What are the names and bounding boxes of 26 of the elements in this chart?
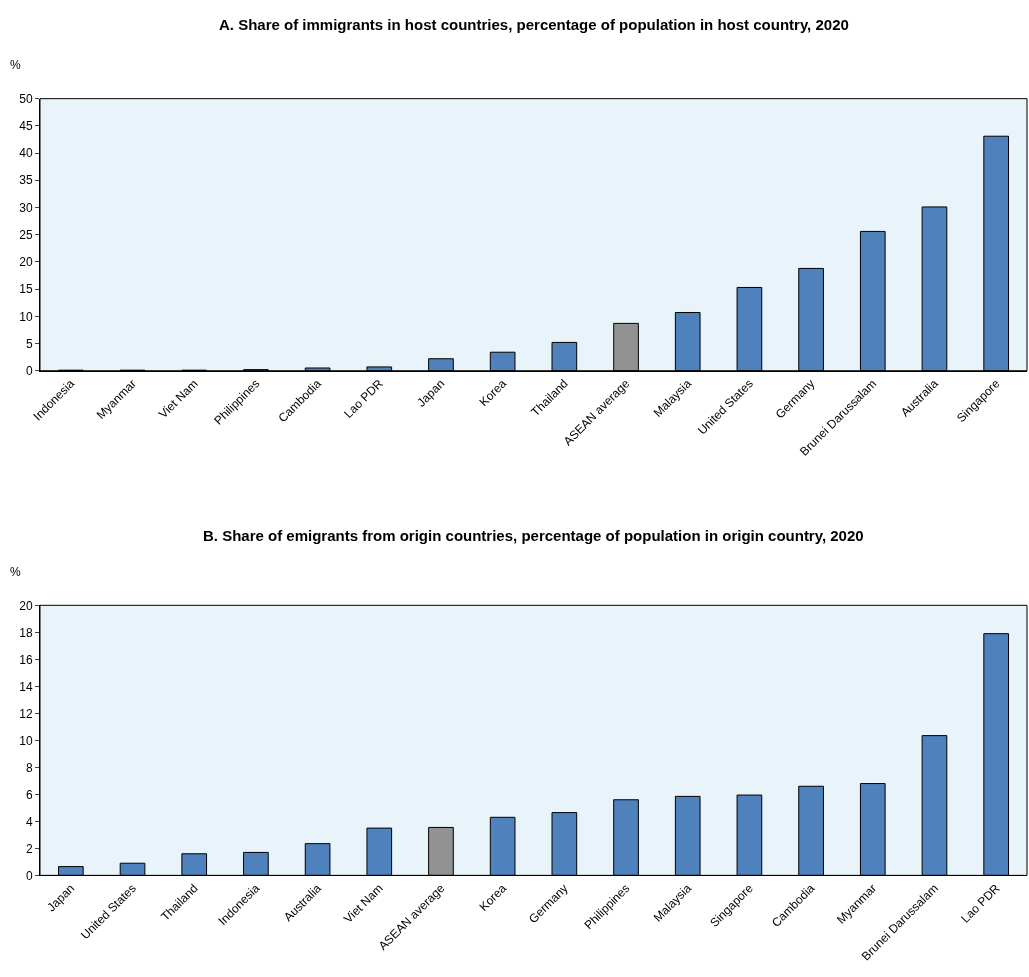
y-tick-label: 35 (19, 173, 33, 188)
y-tick-label: 25 (19, 227, 33, 242)
y-axis-title: % (10, 565, 21, 579)
y-tick-label: 20 (19, 598, 33, 613)
y-tick-label: 18 (19, 625, 33, 640)
y-tick-label: 16 (19, 652, 33, 667)
y-tick-label: 20 (19, 255, 33, 270)
y-tick-label: 0 (25, 363, 33, 378)
y-tick-label: 40 (19, 146, 33, 161)
y-tick-label: 14 (19, 679, 33, 694)
y-tick-label: 8 (25, 760, 33, 775)
y-tick-label: 12 (19, 706, 33, 721)
y-tick-label: 30 (19, 200, 33, 215)
y-tick-label: 15 (19, 282, 33, 297)
y-tick-label: 10 (19, 309, 33, 324)
y-tick-label: 6 (25, 787, 33, 802)
y-axis-title: % (10, 58, 21, 72)
chart-title: A. Share of immigrants in host countries, percentage of population in host country, 2020 (219, 16, 849, 33)
y-tick-label: 4 (25, 814, 33, 829)
y-tick-label: 5 (25, 336, 33, 351)
y-tick-label: 0 (25, 868, 33, 883)
y-tick-label: 10 (19, 733, 33, 748)
chart-title: B. Share of emigrants from origin countries, percentage of population in origin country, 2020 (203, 527, 864, 544)
y-tick-label: 2 (25, 841, 33, 856)
y-tick-label: 50 (19, 91, 33, 106)
y-tick-label: 45 (19, 119, 33, 134)
